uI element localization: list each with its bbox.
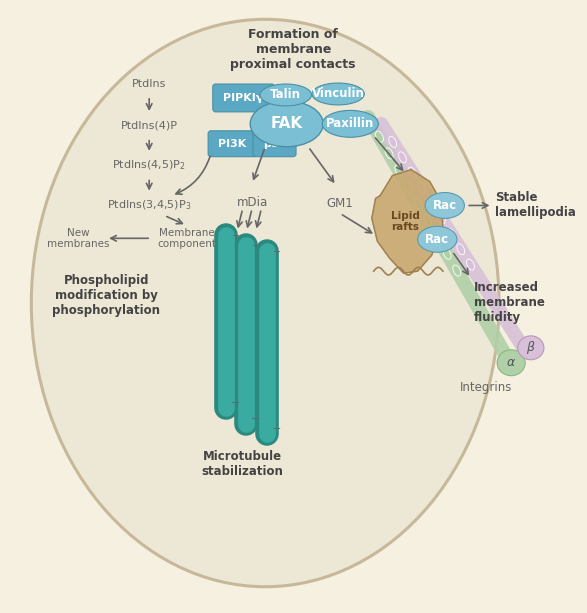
Ellipse shape (434, 232, 441, 243)
FancyBboxPatch shape (212, 84, 275, 112)
Text: Vinculin: Vinculin (312, 88, 365, 101)
Ellipse shape (399, 152, 406, 163)
Ellipse shape (447, 229, 455, 240)
Text: Talin: Talin (270, 88, 301, 102)
Text: Microtubule
stabilization: Microtubule stabilization (202, 451, 284, 478)
Ellipse shape (414, 198, 422, 209)
FancyBboxPatch shape (208, 131, 257, 157)
Ellipse shape (395, 165, 403, 176)
Ellipse shape (428, 198, 436, 209)
Text: New
membranes: New membranes (47, 227, 109, 249)
Text: Rac: Rac (425, 233, 449, 246)
Text: Rac: Rac (433, 199, 457, 212)
Ellipse shape (389, 137, 397, 148)
Text: +: + (251, 242, 259, 251)
Ellipse shape (417, 226, 457, 252)
Text: +: + (272, 247, 280, 257)
Ellipse shape (31, 19, 499, 587)
Ellipse shape (312, 83, 365, 105)
Text: GM1: GM1 (326, 197, 353, 210)
Ellipse shape (418, 183, 426, 194)
Ellipse shape (453, 265, 461, 276)
Ellipse shape (322, 110, 379, 137)
Text: −: − (251, 414, 261, 424)
Text: −: − (231, 398, 240, 408)
Ellipse shape (376, 131, 383, 142)
Ellipse shape (467, 259, 474, 270)
Text: Membrane
component: Membrane component (157, 227, 216, 249)
Text: Integrins: Integrins (460, 381, 512, 394)
Text: Paxillin: Paxillin (326, 117, 375, 131)
Ellipse shape (424, 215, 431, 226)
Text: PtdIns(4,5)P$_2$: PtdIns(4,5)P$_2$ (112, 159, 186, 172)
Text: Formation of
membrane
proximal contacts: Formation of membrane proximal contacts (231, 28, 356, 70)
Ellipse shape (425, 192, 464, 218)
Text: FAK: FAK (271, 116, 303, 131)
Ellipse shape (497, 350, 525, 376)
Ellipse shape (443, 248, 451, 259)
Text: p85: p85 (263, 139, 286, 149)
Text: PI3K: PI3K (218, 139, 247, 149)
Text: −: − (272, 424, 281, 435)
Text: +: + (231, 231, 238, 242)
Text: mDia: mDia (237, 196, 268, 208)
Polygon shape (372, 170, 443, 273)
Text: PtdIns(3,4,5)P$_3$: PtdIns(3,4,5)P$_3$ (107, 199, 191, 212)
Text: $\beta$: $\beta$ (526, 340, 535, 356)
Text: PtdIns: PtdIns (132, 79, 166, 89)
Text: Stable
lamellipodia: Stable lamellipodia (495, 191, 576, 219)
Ellipse shape (457, 244, 465, 255)
Ellipse shape (408, 167, 416, 178)
FancyBboxPatch shape (253, 131, 296, 157)
Ellipse shape (260, 84, 312, 106)
Ellipse shape (404, 181, 413, 192)
Ellipse shape (437, 213, 445, 224)
Ellipse shape (518, 336, 544, 360)
Ellipse shape (385, 148, 393, 159)
Text: Lipid
rafts: Lipid rafts (391, 211, 420, 232)
Ellipse shape (250, 101, 323, 147)
Text: PIPKIγ: PIPKIγ (224, 93, 264, 103)
Text: $\alpha$: $\alpha$ (506, 356, 516, 369)
Text: Phospholipid
modification by
phosphorylation: Phospholipid modification by phosphoryla… (52, 273, 160, 316)
Text: PtdIns(4)P: PtdIns(4)P (121, 121, 178, 131)
Text: Increased
membrane
fluidity: Increased membrane fluidity (474, 281, 545, 324)
